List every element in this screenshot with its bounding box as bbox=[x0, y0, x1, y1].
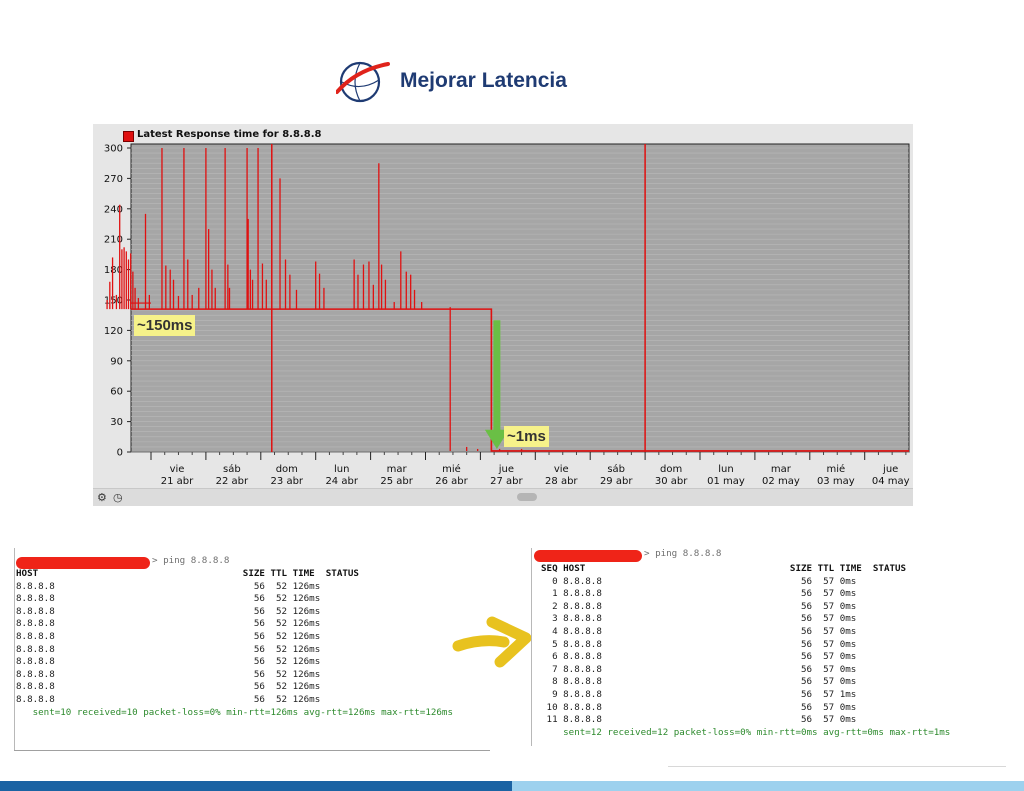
terminal-right-row: 10 8.8.8.8 56 57 0ms bbox=[546, 701, 857, 713]
terminal-right-prompt: > ping 8.8.8.8 bbox=[644, 548, 721, 561]
redacted-user-right bbox=[534, 550, 642, 562]
settings-icon[interactable]: ⚙ bbox=[97, 492, 107, 504]
terminal-right-row: 1 8.8.8.8 56 57 0ms bbox=[552, 588, 857, 600]
terminal-right-border bbox=[531, 548, 532, 746]
terminal-left-rows: 8.8.8.8 56 52 126ms 8.8.8.8 56 52 126ms … bbox=[16, 581, 320, 705]
terminal-right-row: 6 8.8.8.8 56 57 0ms bbox=[552, 651, 857, 663]
x-tick-label-date: 30 abr bbox=[655, 476, 688, 487]
x-tick-label-day: dom bbox=[276, 464, 298, 475]
redacted-user-left bbox=[16, 557, 150, 569]
terminal-right-row: 11 8.8.8.8 56 57 0ms bbox=[546, 714, 857, 726]
y-tick-label: 60 bbox=[110, 387, 123, 398]
x-tick-label-date: 03 may bbox=[817, 476, 855, 487]
terminal-left: HOST SIZE TTL TIME STATUS 8.8.8.8 56 52 … bbox=[16, 568, 453, 719]
response-time-chart: 0 30 60 90 120 150 180 210 240 270 300 vie 21 abr sáb… bbox=[93, 124, 913, 506]
y-tick-label: 120 bbox=[104, 326, 123, 337]
terminal-right-row: 7 8.8.8.8 56 57 0ms bbox=[552, 663, 857, 675]
x-tick-label-date: 28 abr bbox=[545, 476, 578, 487]
y-tick-label: 30 bbox=[110, 417, 123, 428]
x-tick-label-date: 22 abr bbox=[216, 476, 249, 487]
terminal-left-row: 8.8.8.8 56 52 126ms bbox=[16, 580, 321, 592]
terminal-right: SEQ HOST SIZE TTL TIME STATUS 0 8.8.8.8 … bbox=[541, 563, 950, 739]
terminal-left-header: HOST SIZE TTL TIME STATUS bbox=[16, 568, 359, 579]
terminal-left-border bbox=[14, 548, 15, 750]
x-tick-label-day: lun bbox=[334, 464, 349, 475]
x-tick-label-day: sáb bbox=[223, 463, 241, 475]
x-tick-label-date: 24 abr bbox=[325, 476, 358, 487]
terminal-right-row: 3 8.8.8.8 56 57 0ms bbox=[552, 613, 857, 625]
terminal-left-row: 8.8.8.8 56 52 126ms bbox=[16, 693, 321, 705]
terminal-right-row: 0 8.8.8.8 56 57 0ms bbox=[552, 575, 857, 587]
terminal-right-row: 8 8.8.8.8 56 57 0ms bbox=[552, 676, 857, 688]
terminal-left-row: 8.8.8.8 56 52 126ms bbox=[16, 643, 321, 655]
terminal-left-prompt-text: > ping 8.8.8.8 bbox=[152, 555, 230, 566]
x-tick-label-day: jue bbox=[882, 464, 898, 475]
x-tick-label-date: 27 abr bbox=[490, 476, 523, 487]
x-tick-label-day: vie bbox=[554, 464, 569, 475]
y-tick-label: 210 bbox=[104, 235, 123, 246]
series-baseline bbox=[131, 308, 909, 452]
terminal-left-row: 8.8.8.8 56 52 126ms bbox=[16, 630, 321, 642]
x-tick-label-day: jue bbox=[498, 464, 514, 475]
x-tick-label-date: 01 may bbox=[707, 476, 745, 487]
x-tick-label-date: 21 abr bbox=[161, 476, 194, 487]
y-tick-label: 300 bbox=[104, 144, 123, 155]
terminal-left-row: 8.8.8.8 56 52 126ms bbox=[16, 618, 321, 630]
x-tick-label-date: 02 may bbox=[762, 476, 800, 487]
x-tick-label-date: 26 abr bbox=[435, 476, 468, 487]
terminal-right-header: SEQ HOST SIZE TTL TIME STATUS bbox=[541, 563, 907, 574]
chart-legend: Latest Response time for 8.8.8.8 bbox=[137, 129, 322, 140]
y-tick-label: 0 bbox=[117, 448, 123, 459]
divider-line bbox=[668, 766, 1006, 767]
terminal-left-row: 8.8.8.8 56 52 126ms bbox=[16, 681, 321, 693]
annotation-1ms: ~1ms bbox=[504, 426, 549, 447]
page-title: Mejorar Latencia bbox=[400, 69, 567, 92]
footer-band-light bbox=[512, 781, 1024, 791]
legend-swatch bbox=[123, 131, 134, 142]
terminal-left-row: 8.8.8.8 56 52 126ms bbox=[16, 593, 321, 605]
terminal-left-row: 8.8.8.8 56 52 126ms bbox=[16, 605, 321, 617]
x-tick-label-day: mié bbox=[826, 463, 845, 475]
x-tick-label-day: dom bbox=[660, 464, 682, 475]
terminal-right-row: 5 8.8.8.8 56 57 0ms bbox=[552, 638, 857, 650]
terminal-right-row: 9 8.8.8.8 56 57 1ms bbox=[552, 688, 857, 700]
annotation-150ms: ~150ms bbox=[134, 315, 196, 336]
x-tick-label-date: 25 abr bbox=[380, 476, 413, 487]
x-tick-label-day: vie bbox=[170, 464, 185, 475]
x-tick-label-date: 04 may bbox=[872, 476, 910, 487]
terminal-right-row: 2 8.8.8.8 56 57 0ms bbox=[552, 600, 857, 612]
terminal-left-row: 8.8.8.8 56 52 126ms bbox=[16, 668, 321, 680]
x-tick-label-date: 23 abr bbox=[271, 476, 304, 487]
x-tick-label-day: sáb bbox=[607, 463, 625, 475]
x-tick-label-day: mar bbox=[771, 464, 792, 475]
y-tick-label: 90 bbox=[110, 356, 123, 367]
y-tick-label: 180 bbox=[104, 265, 123, 276]
green-down-arrow-head bbox=[484, 429, 509, 449]
y-tick-label: 270 bbox=[104, 174, 123, 185]
yellow-right-arrow-icon bbox=[452, 616, 532, 668]
terminal-right-prompt-text: > ping 8.8.8.8 bbox=[644, 548, 722, 559]
x-tick-label-day: mar bbox=[387, 464, 408, 475]
y-tick-label: 150 bbox=[104, 296, 123, 307]
terminal-right-summary: sent=12 received=12 packet-loss=0% min-r… bbox=[541, 726, 951, 738]
footer-band-dark bbox=[0, 781, 512, 791]
y-tick-label: 240 bbox=[104, 204, 123, 215]
terminal-left-summary: sent=10 received=10 packet-loss=0% min-r… bbox=[16, 706, 453, 718]
clock-icon[interactable]: ◷ bbox=[113, 492, 123, 504]
chart-scrollbar-thumb[interactable] bbox=[517, 493, 537, 501]
terminal-right-rows: 0 8.8.8.8 56 57 0ms 1 8.8.8.8 56 57 0ms … bbox=[541, 575, 857, 726]
x-tick-label-date: 29 abr bbox=[600, 476, 633, 487]
chart-toolbar: ⚙ ◷ bbox=[93, 488, 913, 506]
x-tick-label-day: mié bbox=[442, 463, 461, 475]
terminal-left-row: 8.8.8.8 56 52 126ms bbox=[16, 656, 321, 668]
terminal-left-bottom-border bbox=[14, 750, 490, 751]
terminal-right-row: 4 8.8.8.8 56 57 0ms bbox=[552, 625, 857, 637]
terminal-left-prompt: > ping 8.8.8.8 bbox=[152, 555, 229, 568]
x-tick-label-day: lun bbox=[718, 464, 733, 475]
plot-area bbox=[130, 143, 910, 453]
company-logo bbox=[336, 61, 390, 103]
